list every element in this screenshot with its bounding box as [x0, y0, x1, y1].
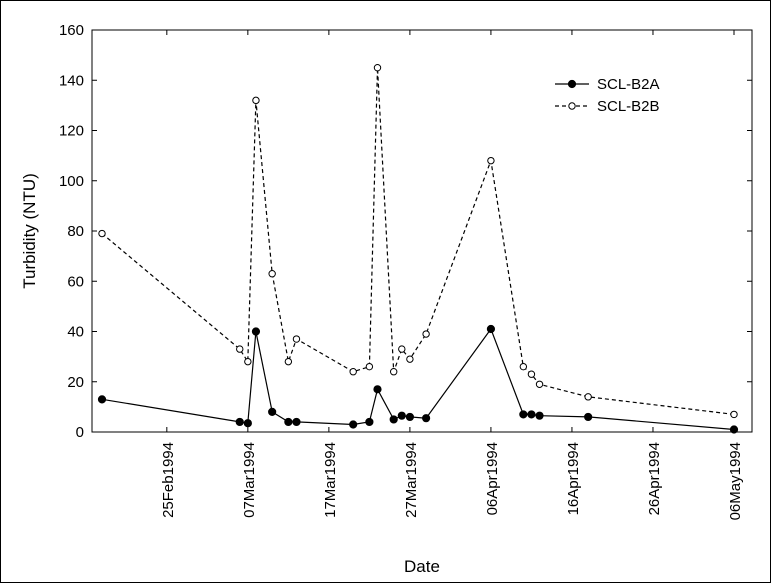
data-point-SCL-B2B: [244, 357, 252, 366]
series-SCL-B2A: [97, 324, 739, 434]
y-tick-label: 120: [59, 123, 84, 140]
y-tick-label: 80: [67, 223, 84, 240]
data-point-SCL-B2B: [349, 368, 357, 376]
x-tick-label: 26Apr1994: [646, 442, 663, 515]
data-point-SCL-B2A: [397, 411, 406, 420]
data-point-SCL-B2B: [252, 96, 260, 105]
x-tick-label: 25Feb1994: [160, 442, 177, 518]
data-point-SCL-B2B: [268, 270, 276, 278]
data-point-SCL-B2A: [373, 385, 382, 394]
series-line-SCL-B2B: [101, 67, 735, 415]
data-point-SCL-B2B: [519, 362, 528, 371]
data-point-SCL-B2A: [251, 327, 261, 336]
data-point-SCL-B2A: [527, 410, 536, 419]
y-axis: 0 20 40 60 80 100 120 140 160: [59, 22, 752, 441]
data-point-SCL-B2B: [389, 368, 398, 376]
legend-label: SCL-B2A: [597, 76, 660, 93]
data-point-SCL-B2B: [527, 370, 536, 378]
data-point-SCL-B2B: [365, 362, 374, 371]
data-point-SCL-B2A: [97, 395, 107, 404]
y-tick-label: 140: [59, 72, 84, 89]
data-point-SCL-B2B: [487, 156, 495, 165]
y-tick-label: 20: [67, 374, 84, 391]
data-point-SCL-B2A: [365, 417, 374, 427]
data-point-SCL-B2A: [243, 419, 252, 428]
data-point-SCL-B2B: [584, 393, 592, 401]
series-SCL-B2B: [98, 63, 738, 419]
x-tick-label: 07Mar1994: [241, 442, 258, 518]
data-point-SCL-B2A: [349, 420, 358, 429]
data-point-SCL-B2A: [422, 414, 431, 423]
data-point-SCL-B2A: [405, 412, 414, 422]
x-tick-label: 06Apr1994: [484, 442, 501, 515]
data-point-SCL-B2A: [584, 412, 593, 422]
x-tick-label: 06May1994: [727, 442, 744, 520]
x-axis-title: Date: [404, 557, 440, 576]
data-point-SCL-B2A: [292, 417, 301, 427]
data-point-SCL-B2A: [235, 417, 244, 427]
y-tick-label: 160: [59, 22, 84, 39]
data-point-SCL-B2A: [519, 410, 528, 419]
data-point-SCL-B2B: [535, 380, 544, 388]
legend-marker: [567, 79, 577, 89]
legend: SCL-B2A SCL-B2B: [555, 76, 660, 115]
data-point-SCL-B2A: [729, 425, 739, 434]
series-line-SCL-B2A: [101, 327, 735, 431]
y-tick-label: 60: [67, 273, 84, 290]
data-point-SCL-B2A: [284, 417, 293, 427]
y-tick-label: 40: [67, 324, 84, 341]
data-point-SCL-B2B: [730, 410, 738, 419]
legend-marker: [568, 102, 576, 110]
data-point-SCL-B2A: [268, 407, 277, 416]
data-point-SCL-B2B: [98, 229, 106, 238]
data-point-SCL-B2B: [373, 63, 382, 72]
data-point-SCL-B2B: [422, 330, 430, 338]
y-tick-label: 100: [59, 173, 84, 190]
data-point-SCL-B2A: [535, 411, 544, 420]
data-point-SCL-B2B: [284, 357, 293, 366]
x-tick-label: 16Apr1994: [565, 442, 582, 515]
data-point-SCL-B2A: [389, 415, 398, 424]
y-axis-title: Turbidity (NTU): [20, 173, 39, 289]
y-tick-label: 0: [76, 424, 84, 441]
series-layer: [97, 63, 739, 434]
data-point-SCL-B2B: [398, 345, 406, 353]
data-point-SCL-B2B: [236, 345, 244, 353]
x-tick-label: 17Mar1994: [322, 442, 339, 518]
x-axis: 25Feb1994 07Mar1994 17Mar1994 27Mar1994 06Ap…: [160, 30, 744, 520]
x-tick-label: 27Mar1994: [403, 442, 420, 518]
data-point-SCL-B2B: [292, 335, 301, 343]
data-point-SCL-B2B: [406, 355, 414, 363]
data-point-SCL-B2A: [486, 324, 496, 334]
legend-label: SCL-B2B: [597, 98, 660, 115]
